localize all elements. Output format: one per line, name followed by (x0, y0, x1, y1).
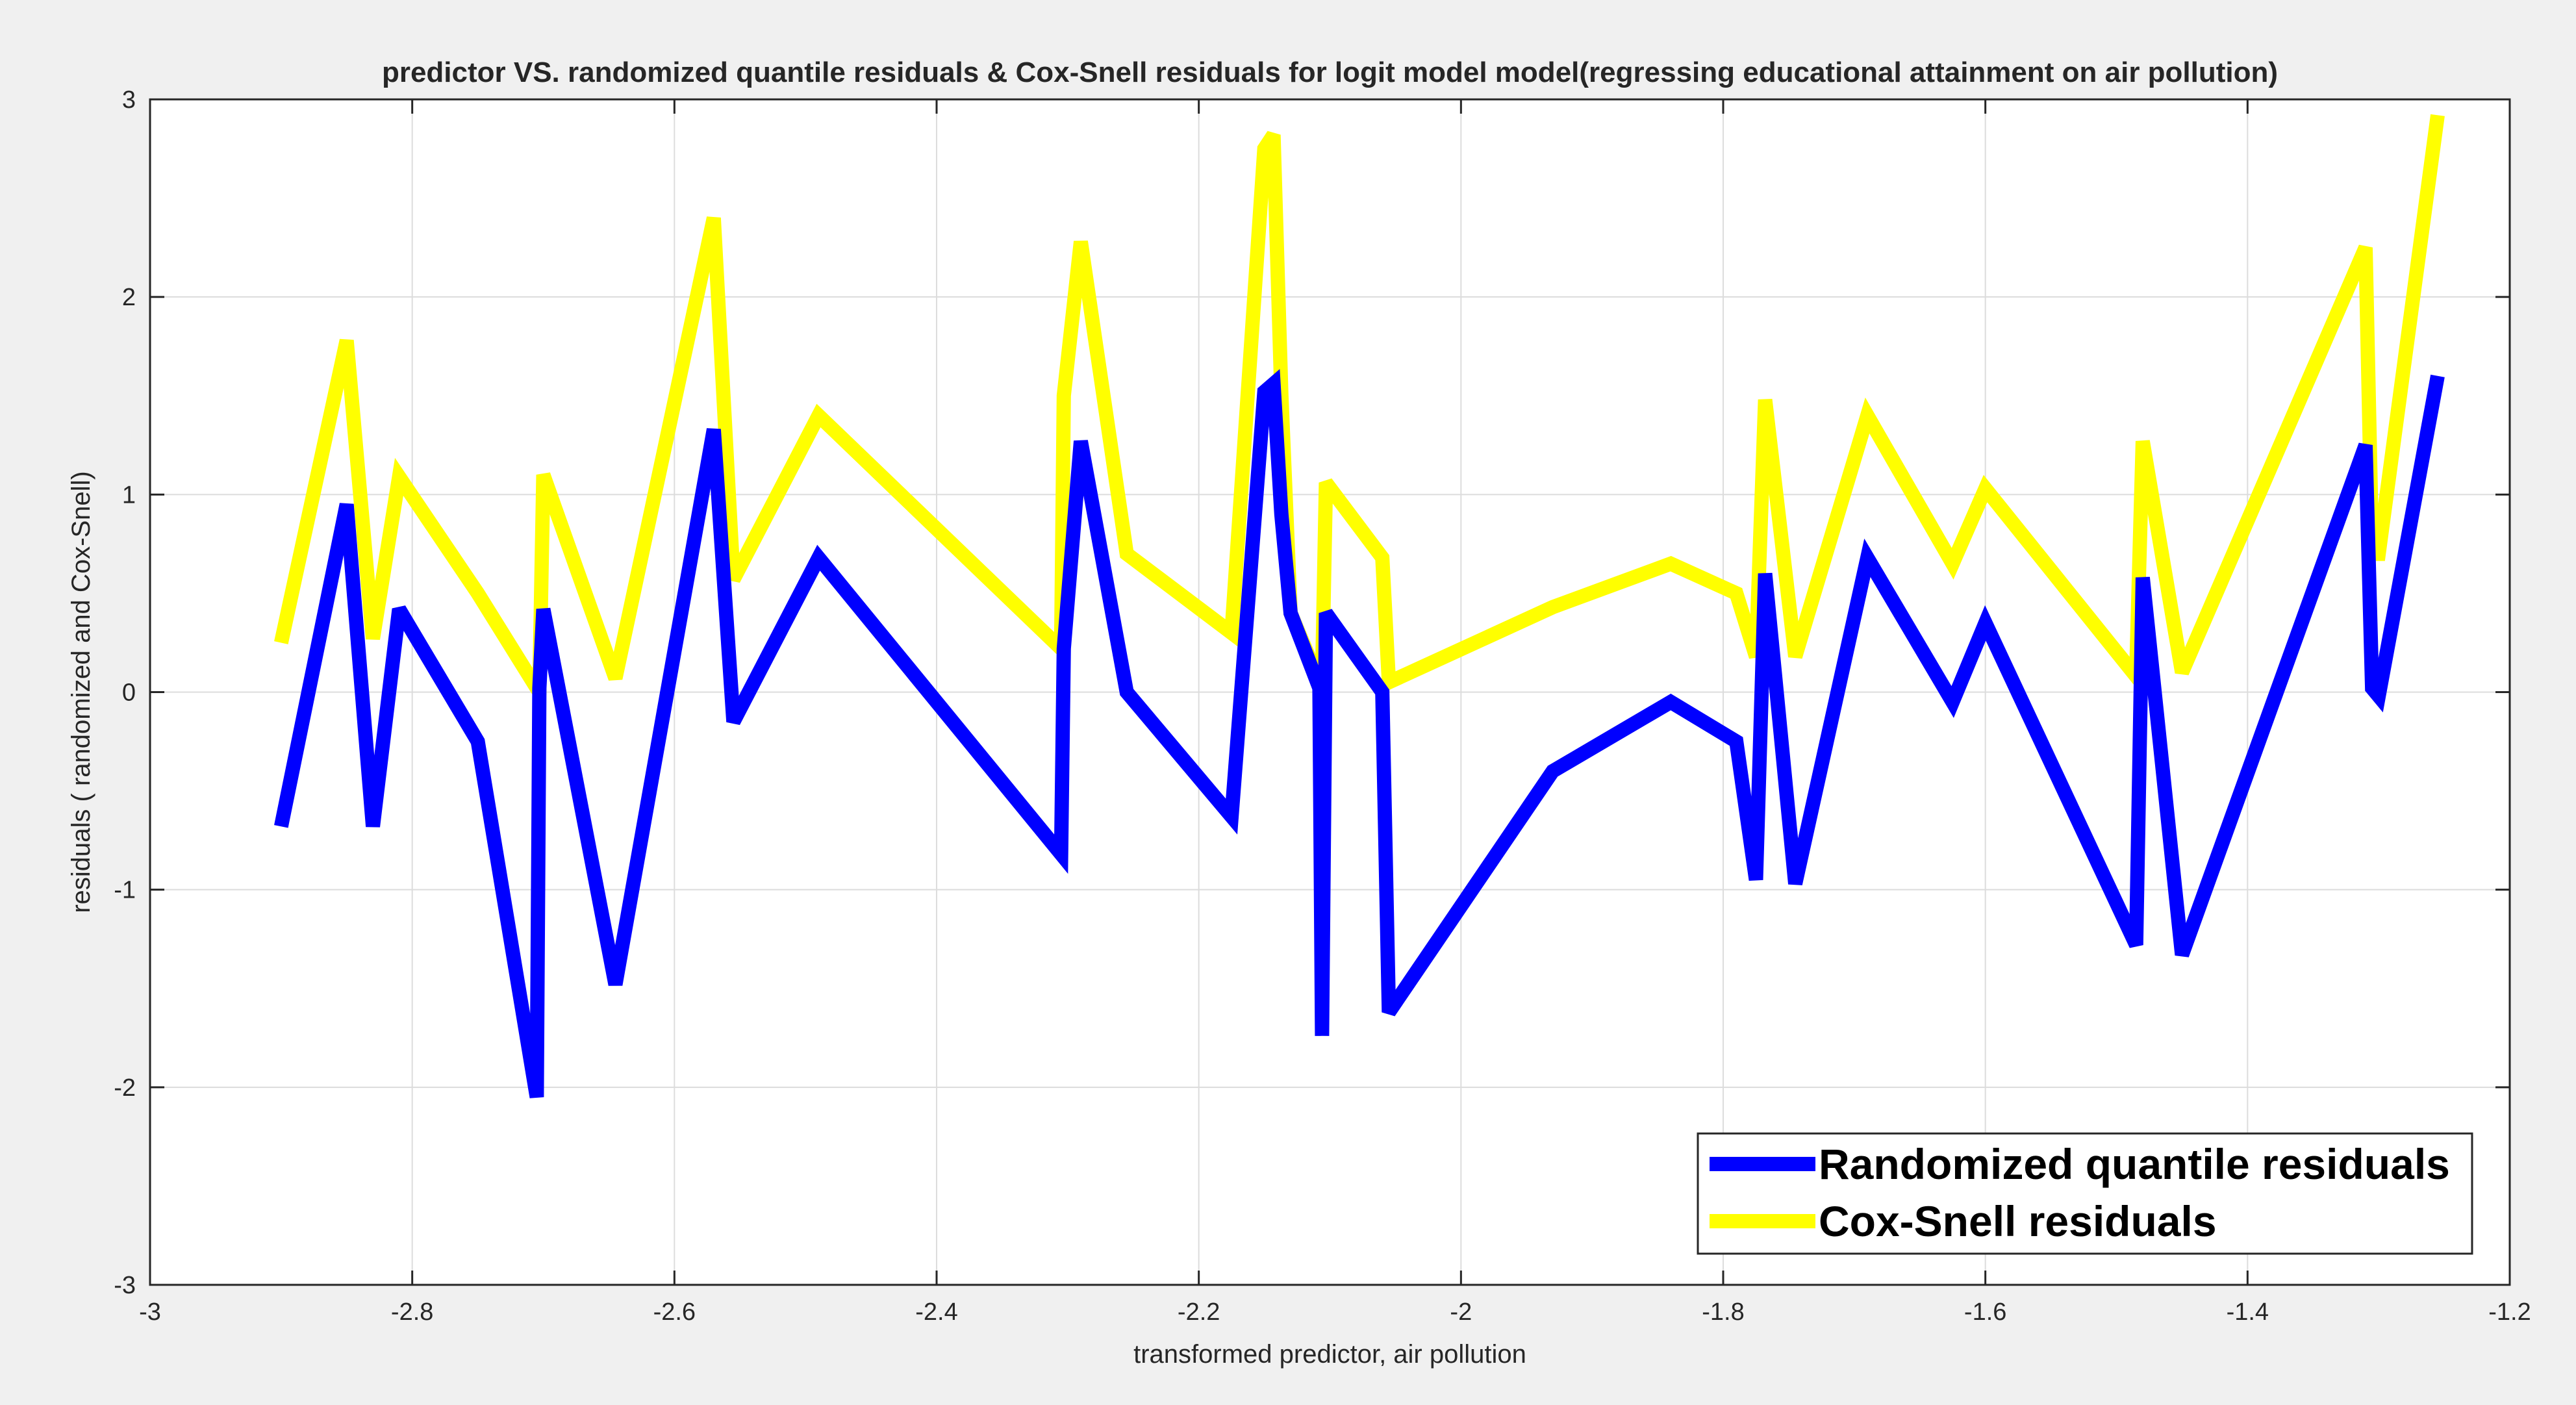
y-tick-label: 3 (122, 86, 136, 114)
x-tick-label: -1.4 (2227, 1298, 2269, 1326)
y-tick-label: 1 (122, 481, 136, 509)
legend-label-randomized: Randomized quantile residuals (1819, 1140, 2450, 1188)
x-tick-label: -1.8 (1702, 1298, 1744, 1326)
legend-label-cox-snell: Cox-Snell residuals (1819, 1197, 2217, 1245)
y-tick-label: 2 (122, 284, 136, 311)
x-tick-label: -1.6 (1964, 1298, 2006, 1326)
y-tick-label: -1 (114, 877, 136, 904)
legend: Randomized quantile residuals Cox-Snell … (1697, 1132, 2473, 1255)
x-tick-label: -2.2 (1178, 1298, 1220, 1326)
y-axis-label: residuals ( randomized and Cox-Snell) (67, 471, 95, 913)
x-tick-label: -3 (139, 1298, 161, 1326)
y-tick-label: 0 (122, 679, 136, 707)
ticks: -3 -2.8 -2.6 -2.4 -2.2 -2 -1.8 -1.6 -1.4 -1.2 -3 -2… (114, 86, 2531, 1326)
legend-box (1697, 1132, 2473, 1255)
series-line-randomized (274, 369, 2445, 1098)
x-tick-label: -1.2 (2488, 1298, 2531, 1326)
x-tick-label: -2 (1450, 1298, 1472, 1326)
series-layer (274, 114, 2445, 1098)
x-axis-label: transformed predictor, air pollution (1133, 1340, 1526, 1369)
x-tick-label: -2.6 (653, 1298, 696, 1326)
x-tick-label: -2.4 (915, 1298, 957, 1326)
chart-title: predictor VS. randomized quantile residu… (382, 57, 2278, 88)
y-tick-label: -2 (114, 1074, 136, 1102)
y-tick-label: -3 (114, 1272, 136, 1299)
x-tick-label: -2.8 (391, 1298, 433, 1326)
